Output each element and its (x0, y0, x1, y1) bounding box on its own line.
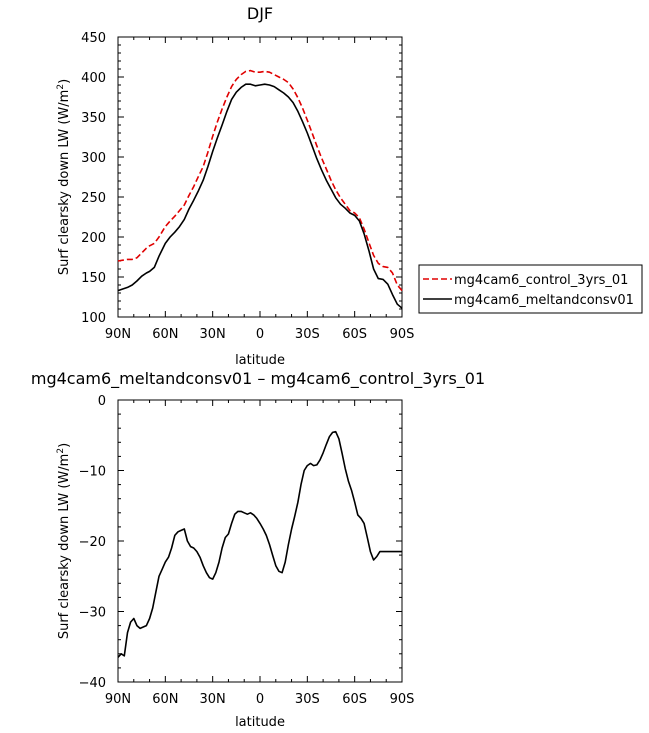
x-tick-label: 90S (390, 327, 415, 342)
y-tick-label: −10 (79, 465, 106, 480)
y-tick-label: 350 (81, 111, 106, 126)
x-tick-label: 90N (105, 327, 131, 342)
x-tick-label: 0 (256, 327, 264, 342)
y-tick-label: 0 (98, 394, 106, 409)
bottom-x-axis-label: latitude (235, 715, 285, 730)
series-line-mg4cam6_control_3yrs_01 (117, 69, 403, 292)
plot-frame (117, 399, 403, 683)
y-tick-label: 200 (81, 231, 106, 246)
top-chart-axes (117, 36, 403, 318)
x-tick-label: 90N (105, 692, 131, 707)
top-y-axis-label: Surf clearsky down LW (W/m2) (56, 79, 72, 275)
x-tick-label: 30S (295, 327, 320, 342)
y-tick-label: −30 (79, 606, 106, 621)
y-tick-label: 150 (81, 271, 106, 286)
bottom-panel: mg4cam6_meltandconsv01 – mg4cam6_control… (31, 369, 485, 730)
series-line-series-0 (117, 430, 402, 658)
x-tick-label: 60N (152, 327, 178, 342)
y-tick-label: 450 (81, 31, 106, 46)
bottom-chart-lines (117, 430, 402, 658)
top-chart-tick-labels: 90N 60N 30N 0 30S 60S 90S 100 150 200 250 300 350 400… (81, 31, 414, 342)
y-tick-label: −20 (79, 535, 106, 550)
x-tick-label: 60S (342, 327, 367, 342)
bottom-chart-title: mg4cam6_meltandconsv01 – mg4cam6_control… (31, 369, 485, 389)
legend: mg4cam6_control_3yrs_01 mg4cam6_meltandc… (418, 264, 643, 314)
bottom-chart-tick-labels: 90N 60N 30N 0 30S 60S 90S −40 −30 −20 −10 0 (79, 394, 415, 707)
y-tick-label: 400 (81, 71, 106, 86)
x-tick-label: 30N (200, 692, 226, 707)
top-chart-title: DJF (247, 4, 273, 23)
y-tick-label: 250 (81, 191, 106, 206)
top-x-axis-label: latitude (235, 353, 285, 368)
legend-label-control: mg4cam6_control_3yrs_01 (454, 273, 628, 288)
x-tick-label: 60N (152, 692, 178, 707)
y-tick-label: 100 (81, 311, 106, 326)
top-panel: DJF 90N 60N 30N 0 30S 60S 90S 100 150 200 250 300 35… (56, 4, 643, 368)
legend-box (418, 264, 643, 314)
y-tick-label: 300 (81, 151, 106, 166)
bottom-y-axis-label: Surf clearsky down LW (W/m2) (56, 443, 72, 639)
x-tick-label: 30N (200, 327, 226, 342)
x-tick-label: 90S (390, 692, 415, 707)
top-chart-lines (117, 69, 403, 309)
bottom-chart-axes (117, 399, 403, 683)
x-tick-label: 0 (256, 692, 264, 707)
plot-frame (117, 36, 403, 318)
y-tick-label: −40 (79, 676, 106, 691)
x-tick-label: 30S (295, 692, 320, 707)
legend-label-meltandconsv: mg4cam6_meltandconsv01 (454, 293, 634, 308)
series-line-mg4cam6_meltandconsv01 (117, 83, 403, 309)
x-tick-label: 60S (342, 692, 367, 707)
